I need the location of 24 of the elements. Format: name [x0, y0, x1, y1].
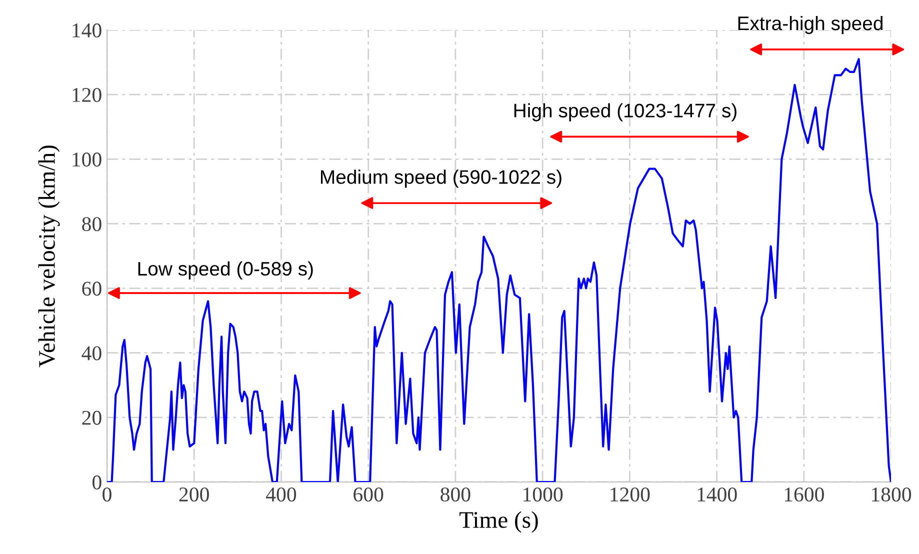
annotation: Low speed (0-589 s) [138, 261, 313, 280]
y-tick-label: 80 [82, 217, 102, 232]
x-tick-label: 400 [266, 487, 296, 502]
y-tick-label: 140 [72, 23, 102, 38]
y-tick-label: 120 [72, 88, 102, 102]
annotation: Extra-high speed [738, 16, 882, 34]
x-tick-label: 1800 [872, 487, 912, 502]
annotation: Medium speed (590-1022 s) [320, 170, 562, 188]
y-tick-label: 60 [82, 282, 102, 296]
y-tick-label: 20 [82, 410, 102, 425]
y-axis-title: Vehicle velocity (km/h) [38, 146, 60, 368]
x-tick-label: 1400 [698, 487, 737, 502]
x-tick-label: 200 [179, 487, 209, 502]
x-tick-label: 600 [354, 487, 384, 502]
x-axis-title: Time (s) [460, 511, 538, 533]
x-tick-label: 800 [440, 487, 470, 502]
x-tick-label: 1000 [524, 487, 563, 502]
y-tick-label: 100 [72, 152, 102, 167]
annotation: High speed (1023-1477 s) [514, 103, 736, 122]
y-tick-label: 40 [82, 346, 102, 360]
x-tick-label: 1600 [784, 487, 824, 502]
y-tick-label: 0 [92, 475, 102, 490]
x-tick-label: 1200 [610, 487, 650, 502]
x-tick-label: 0 [102, 487, 112, 502]
